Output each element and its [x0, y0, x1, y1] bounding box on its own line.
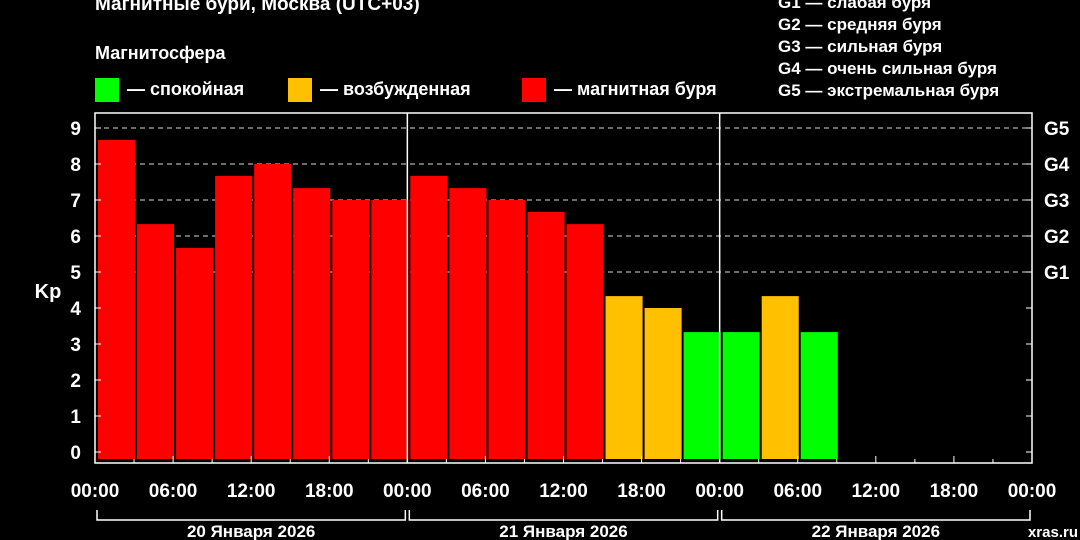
x-tick-label-7: 18:00	[617, 481, 666, 502]
y-axis-label: Kp	[35, 281, 62, 303]
bar-storm-7	[371, 200, 409, 459]
chart-title: Магнитные бури, Москва (UTC+03)	[95, 0, 420, 15]
x-tick-label-12: 00:00	[1008, 481, 1057, 502]
bar-quiet-15	[683, 332, 721, 459]
day-label-1: 21 Января 2026	[499, 522, 627, 540]
x-tick-label-6: 12:00	[539, 481, 588, 502]
legend-swatch-storm	[522, 78, 546, 102]
bar-quiet-18	[800, 332, 838, 459]
day-label-0: 20 Января 2026	[187, 522, 315, 540]
day-label-2: 22 Января 2026	[812, 522, 940, 540]
bar-storm-11	[527, 211, 565, 459]
bar-storm-10	[488, 200, 526, 459]
y-tick-label-1: 1	[70, 407, 81, 428]
y-tick-label-5: 5	[70, 263, 81, 284]
magnetosphere-heading: Магнитосфера	[95, 43, 226, 63]
day-bracket-1	[408, 510, 719, 521]
x-tick-label-11: 18:00	[930, 481, 979, 502]
day-bracket-2	[720, 510, 1031, 521]
bar-active-13	[605, 296, 643, 459]
x-tick-label-9: 06:00	[773, 481, 822, 502]
y-tick-label-7: 7	[70, 191, 81, 212]
legend-label-storm: — магнитная буря	[554, 79, 717, 99]
watermark: xras.ru	[1028, 524, 1078, 540]
right-tick-label-g2: G2	[1044, 227, 1069, 248]
y-tick-label-0: 0	[70, 443, 81, 464]
x-tick-label-10: 12:00	[852, 481, 901, 502]
legend-label-active: — возбужденная	[320, 79, 471, 99]
storm-level-g4: G4 — очень сильная буря	[778, 59, 997, 78]
bar-active-17	[761, 296, 799, 459]
legend-swatch-active	[288, 78, 312, 102]
storm-level-g1: G1 — слабая буря	[778, 0, 932, 12]
bar-quiet-16	[722, 332, 760, 459]
x-tick-label-8: 00:00	[695, 481, 744, 502]
bar-storm-5	[293, 188, 331, 459]
bar-storm-2	[176, 247, 214, 459]
right-tick-label-g4: G4	[1044, 155, 1070, 176]
bar-storm-9	[449, 188, 487, 459]
bar-storm-6	[332, 200, 370, 459]
y-tick-label-8: 8	[70, 155, 81, 176]
bar-active-14	[644, 308, 682, 459]
y-tick-label-9: 9	[70, 119, 81, 140]
y-tick-label-4: 4	[70, 299, 81, 320]
x-tick-label-1: 06:00	[149, 481, 198, 502]
bar-storm-8	[410, 175, 448, 459]
x-tick-label-4: 00:00	[383, 481, 432, 502]
right-tick-label-g3: G3	[1044, 191, 1069, 212]
y-tick-label-2: 2	[70, 371, 81, 392]
y-tick-label-6: 6	[70, 227, 81, 248]
storm-level-g5: G5 — экстремальная буря	[778, 81, 1000, 100]
x-tick-label-2: 12:00	[227, 481, 276, 502]
legend-swatch-quiet	[95, 78, 119, 102]
x-tick-label-3: 18:00	[305, 481, 354, 502]
right-tick-label-g1: G1	[1044, 263, 1070, 284]
bar-storm-12	[566, 224, 604, 459]
x-tick-label-5: 06:00	[461, 481, 510, 502]
right-tick-label-g5: G5	[1044, 119, 1070, 140]
bar-storm-4	[254, 164, 292, 459]
x-tick-label-0: 00:00	[71, 481, 120, 502]
bar-storm-0	[98, 139, 136, 459]
bar-storm-1	[137, 224, 175, 459]
y-tick-label-3: 3	[70, 335, 81, 356]
storm-level-g3: G3 — сильная буря	[778, 37, 943, 56]
legend-label-quiet: — спокойная	[127, 79, 245, 99]
storm-level-g2: G2 — средняя буря	[778, 15, 942, 34]
bar-storm-3	[215, 175, 253, 459]
storm-level-list: G1 — слабая буря G2 — средняя буря G3 — …	[778, 0, 999, 102]
day-bracket-0	[96, 510, 407, 521]
